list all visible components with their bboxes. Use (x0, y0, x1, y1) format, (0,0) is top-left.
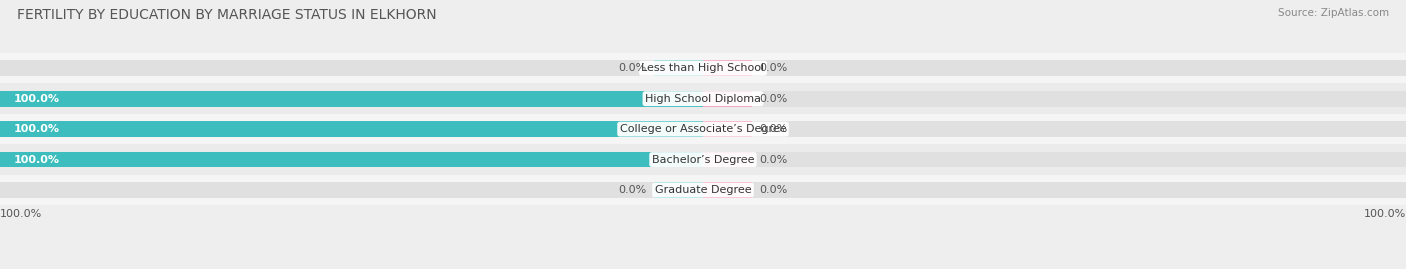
Bar (703, 152, 752, 168)
Text: 100.0%: 100.0% (14, 94, 60, 104)
Bar (654, 182, 703, 198)
Text: 0.0%: 0.0% (759, 63, 787, 73)
Bar (0, 182, 703, 198)
Bar (703, 152, 1406, 168)
Bar (703, 60, 752, 76)
Text: 0.0%: 0.0% (619, 63, 647, 73)
Bar (0, 83, 1406, 114)
Text: Graduate Degree: Graduate Degree (655, 185, 751, 195)
Bar (0, 144, 1406, 175)
Bar (703, 60, 1406, 76)
Bar (703, 121, 752, 137)
Bar (0, 152, 703, 168)
Bar (0, 114, 1406, 144)
Text: 100.0%: 100.0% (14, 124, 60, 134)
Text: 100.0%: 100.0% (1364, 209, 1406, 219)
Text: High School Diploma: High School Diploma (645, 94, 761, 104)
Bar (703, 182, 1406, 198)
Text: Less than High School: Less than High School (641, 63, 765, 73)
Text: 100.0%: 100.0% (0, 209, 42, 219)
Bar (654, 60, 703, 76)
Bar (0, 121, 703, 137)
Text: 100.0%: 100.0% (14, 155, 60, 165)
Bar (703, 91, 752, 107)
Bar (0, 60, 703, 76)
Text: Bachelor’s Degree: Bachelor’s Degree (652, 155, 754, 165)
Bar (703, 182, 752, 198)
Text: Source: ZipAtlas.com: Source: ZipAtlas.com (1278, 8, 1389, 18)
Bar (0, 175, 1406, 205)
Bar (0, 53, 1406, 83)
Bar (0, 152, 703, 168)
Bar (0, 91, 703, 107)
Text: 0.0%: 0.0% (619, 185, 647, 195)
Bar (0, 121, 703, 137)
Bar (0, 91, 703, 107)
Text: College or Associate’s Degree: College or Associate’s Degree (620, 124, 786, 134)
Bar (703, 91, 1406, 107)
Text: 0.0%: 0.0% (759, 185, 787, 195)
Text: 0.0%: 0.0% (759, 155, 787, 165)
Bar (703, 121, 1406, 137)
Text: 0.0%: 0.0% (759, 94, 787, 104)
Text: 0.0%: 0.0% (759, 124, 787, 134)
Text: FERTILITY BY EDUCATION BY MARRIAGE STATUS IN ELKHORN: FERTILITY BY EDUCATION BY MARRIAGE STATU… (17, 8, 436, 22)
